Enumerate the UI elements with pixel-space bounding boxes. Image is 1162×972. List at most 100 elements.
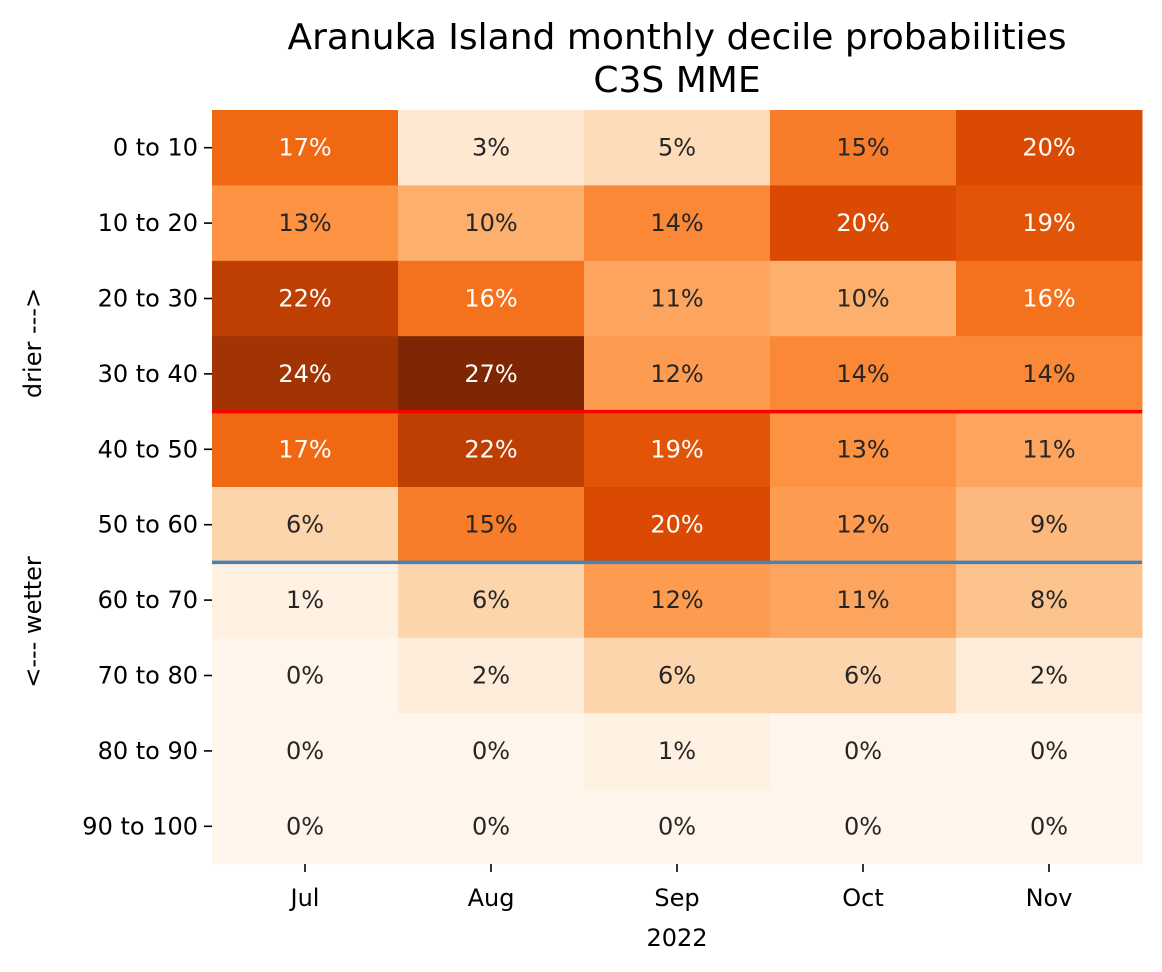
chart-title: Aranuka Island monthly decile probabilit… — [287, 17, 1066, 58]
y-axis-label-drier: drier ---> — [19, 288, 47, 398]
cell-value-label: 14% — [1022, 360, 1075, 388]
cell-value-label: 6% — [286, 511, 324, 539]
heatmap-cell — [770, 185, 957, 262]
heatmap-cell — [212, 788, 399, 865]
heatmap-cell — [956, 260, 1143, 337]
cell-value-label: 13% — [836, 435, 889, 463]
heatmap-cell — [956, 562, 1143, 639]
cell-value-label: 0% — [1030, 737, 1068, 765]
heatmap-cell — [584, 713, 771, 790]
cell-value-label: 11% — [836, 586, 889, 614]
cell-value-label: 0% — [286, 737, 324, 765]
y-tick-label: 70 to 80 — [98, 662, 198, 690]
cell-value-label: 22% — [278, 285, 331, 313]
heatmap-cell — [584, 185, 771, 262]
y-tick-label: 0 to 10 — [113, 134, 198, 162]
cell-value-label: 0% — [472, 737, 510, 765]
x-axis-label: 2022 — [646, 924, 707, 952]
heatmap-cell — [212, 713, 399, 790]
cell-value-label: 12% — [650, 586, 703, 614]
cell-value-label: 20% — [836, 209, 889, 237]
cell-value-label: 11% — [650, 285, 703, 313]
chart-subtitle: C3S MME — [593, 60, 760, 101]
cell-value-label: 0% — [844, 737, 882, 765]
cell-value-label: 2% — [1030, 662, 1068, 690]
cell-value-label: 12% — [650, 360, 703, 388]
cell-value-label: 17% — [278, 435, 331, 463]
cell-value-label: 6% — [472, 586, 510, 614]
cell-value-label: 0% — [472, 812, 510, 840]
heatmap-cell — [398, 411, 585, 488]
cell-value-label: 14% — [836, 360, 889, 388]
y-tick-label: 60 to 70 — [98, 586, 198, 614]
heatmap-cell — [770, 562, 957, 639]
heatmap-cell — [770, 788, 957, 865]
heatmap-cell — [770, 411, 957, 488]
heatmap-cell — [956, 336, 1143, 413]
cell-value-label: 20% — [1022, 134, 1075, 162]
y-tick-label: 20 to 30 — [98, 285, 198, 313]
heatmap-cell — [584, 487, 771, 563]
heatmap-cell — [398, 487, 585, 563]
heatmap-cell — [212, 562, 399, 639]
x-axis: Jul Aug Sep Oct Nov — [289, 864, 1073, 912]
y-axis-label-wetter: <--- wetter — [19, 556, 47, 688]
heatmap-cell — [398, 788, 585, 865]
heatmap-cell — [770, 260, 957, 337]
cell-value-label: 0% — [658, 812, 696, 840]
heatmap-cell — [212, 637, 399, 714]
heatmap-cell — [584, 110, 771, 186]
cell-value-label: 12% — [836, 511, 889, 539]
cell-value-label: 16% — [1022, 285, 1075, 313]
cell-value-label: 20% — [650, 511, 703, 539]
cell-value-label: 1% — [658, 737, 696, 765]
heatmap-cell — [770, 713, 957, 790]
heatmap-cell — [956, 713, 1143, 790]
heatmap-cell — [212, 336, 399, 413]
heatmap-cell — [584, 562, 771, 639]
heatmap-cell — [398, 637, 585, 714]
heatmap-cell — [398, 185, 585, 262]
heatmap-cell — [212, 411, 399, 488]
cell-value-label: 6% — [844, 662, 882, 690]
heatmap-cell — [956, 487, 1143, 563]
heatmap-cell — [584, 637, 771, 714]
heatmap-cell — [584, 411, 771, 488]
cell-value-label: 0% — [286, 662, 324, 690]
reference-lines — [212, 409, 1142, 565]
cell-value-label: 16% — [464, 285, 517, 313]
cell-value-label: 6% — [658, 662, 696, 690]
heatmap-cell — [212, 487, 399, 563]
heatmap-cell — [398, 562, 585, 639]
x-tick-label: Nov — [1026, 884, 1073, 912]
heatmap-cell — [584, 336, 771, 413]
cell-value-label: 8% — [1030, 586, 1068, 614]
x-tick-label: Jul — [289, 884, 320, 912]
cell-value-label: 2% — [472, 662, 510, 690]
cell-value-label: 14% — [650, 209, 703, 237]
heatmap-cell — [770, 637, 957, 714]
y-tick-label: 80 to 90 — [98, 737, 198, 765]
cell-value-label: 24% — [278, 360, 331, 388]
cell-value-label: 3% — [472, 134, 510, 162]
cell-value-label: 0% — [286, 812, 324, 840]
cell-value-label: 9% — [1030, 511, 1068, 539]
cell-value-label: 15% — [836, 134, 889, 162]
heatmap-cell — [398, 260, 585, 337]
cell-value-label: 27% — [464, 360, 517, 388]
heatmap-cell — [956, 185, 1143, 262]
y-axis: 0 to 10 10 to 20 20 to 30 30 to 40 40 to 50 5… — [82, 134, 212, 840]
cell-value-label: 15% — [464, 511, 517, 539]
y-tick-label: 90 to 100 — [82, 812, 198, 840]
heatmap-cell — [398, 336, 585, 413]
heatmap-cell — [770, 487, 957, 563]
cell-value-label: 11% — [1022, 435, 1075, 463]
cell-value-label: 13% — [278, 209, 331, 237]
heatmap-cells: 17% 3% 5% 15% 20% 13% 10% 14% 20% 19% 22% 16% 11% 10%… — [212, 110, 1143, 865]
heatmap-cell — [770, 110, 957, 186]
cell-value-label: 19% — [1022, 209, 1075, 237]
cell-value-label: 10% — [836, 285, 889, 313]
y-tick-label: 30 to 40 — [98, 360, 198, 388]
cell-value-label: 19% — [650, 435, 703, 463]
